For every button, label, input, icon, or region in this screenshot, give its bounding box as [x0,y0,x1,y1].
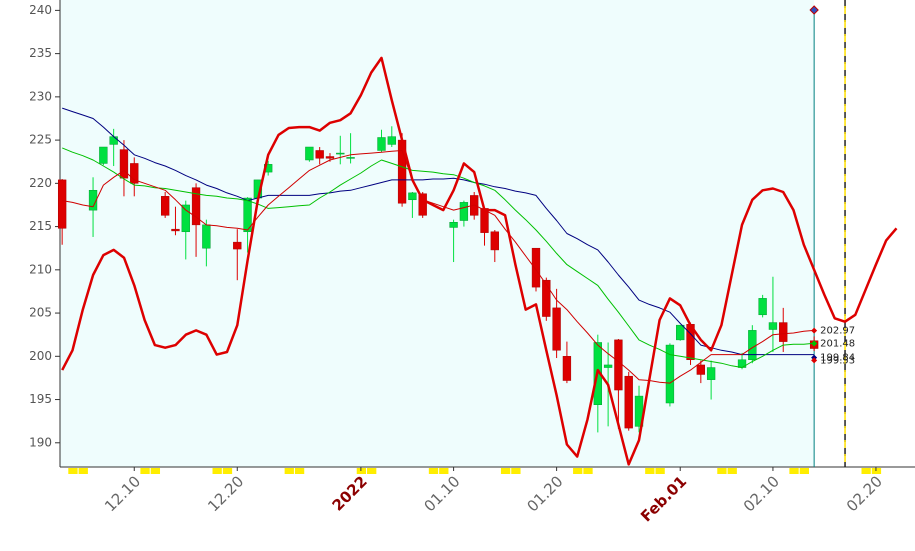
candle-body [624,375,633,429]
candle-body [109,136,118,145]
annotation-label: 201.48 [820,339,855,350]
indicator-line [61,56,898,466]
candle-body [603,364,613,368]
y-tick-label: 235 [29,46,52,60]
candle-body [387,136,396,145]
candle-body [459,202,469,221]
candle-body [377,137,386,151]
weekend-marker [140,468,150,474]
top-marker [809,5,819,15]
candle-body [418,193,427,216]
candle-body [562,356,572,381]
candle-body [233,241,242,250]
x-tick-label: 2022 [329,472,371,514]
candle-body [449,222,458,228]
y-tick-label: 190 [29,435,52,449]
indicator-line [62,147,815,368]
annotation-label: 199.53 [820,355,855,366]
weekend-marker [212,468,222,474]
plot-background [60,0,815,467]
weekend-marker [294,468,305,474]
weekend-marker [727,468,737,474]
candle-body [160,196,170,216]
weekend-marker [573,468,583,474]
annotation-marker [811,340,818,347]
indicator-line [62,150,815,384]
weekend-marker [356,468,367,474]
candle-body [768,322,778,330]
weekend-marker [717,468,727,474]
candle-body [614,339,623,391]
candle-body [531,247,541,288]
candle-body [191,187,201,226]
y-tick-label: 230 [29,89,52,103]
x-tick-label: 12.10 [101,472,144,515]
weekend-marker [222,468,233,474]
annotation-marker [811,327,818,334]
y-tick-label: 240 [29,3,52,17]
y-tick-label: 210 [29,262,52,276]
y-tick-label: 225 [29,133,52,147]
candle-body [542,279,551,317]
candle-body [696,364,705,375]
candle-body [480,208,489,233]
weekend-marker [655,468,665,474]
candle-body [130,163,139,184]
candle-body [665,344,675,404]
candle-body [181,204,190,233]
candle-body [408,192,417,201]
y-tick-label: 205 [29,306,52,320]
candle-body [57,179,67,229]
candle-body [305,146,314,161]
y-tick-label: 200 [29,349,52,363]
weekend-marker [861,468,871,474]
x-tick-label: 02.10 [740,472,783,515]
weekend-marker [367,468,377,474]
weekend-marker [78,468,88,474]
weekend-marker [428,468,439,474]
candle-body [758,298,767,316]
x-tick-label: 02.20 [843,472,886,515]
annotation-label: 202.97 [820,326,855,337]
weekend-marker [789,468,799,474]
x-tick-label: 01.10 [421,472,464,515]
candle-body [171,228,180,232]
candle-body [88,190,98,211]
candle-body [325,156,335,159]
indicator-line [62,107,815,356]
weekend-marker [68,468,78,474]
weekend-marker [645,468,655,474]
candle-body [315,150,324,159]
weekend-marker [284,468,294,474]
candle-body [748,330,757,361]
x-tick-label: Feb.01 [637,472,690,525]
weekend-marker [583,468,593,474]
candle-body [676,324,685,341]
candle-body [336,152,345,155]
candle-body [119,149,129,179]
y-tick-label: 215 [29,219,52,233]
candle-body [552,307,561,351]
weekend-marker [150,468,161,474]
x-tick-label: 01.20 [524,472,567,515]
candle-body [490,231,499,251]
annotation-marker [811,357,818,364]
weekend-marker [511,468,521,474]
y-tick-label: 220 [29,176,52,190]
x-tick-label: 12.20 [204,472,247,515]
weekend-marker [500,468,511,474]
candle-body [99,146,108,164]
candle-body [779,322,788,342]
weekend-marker [439,468,449,474]
candle-body [706,367,716,380]
candle-body [202,224,211,249]
weekend-marker [799,468,809,474]
y-tick-label: 195 [29,392,52,406]
candle-body [243,197,252,233]
candle-body [346,157,355,159]
annotation-label: 199.84 [820,353,855,364]
